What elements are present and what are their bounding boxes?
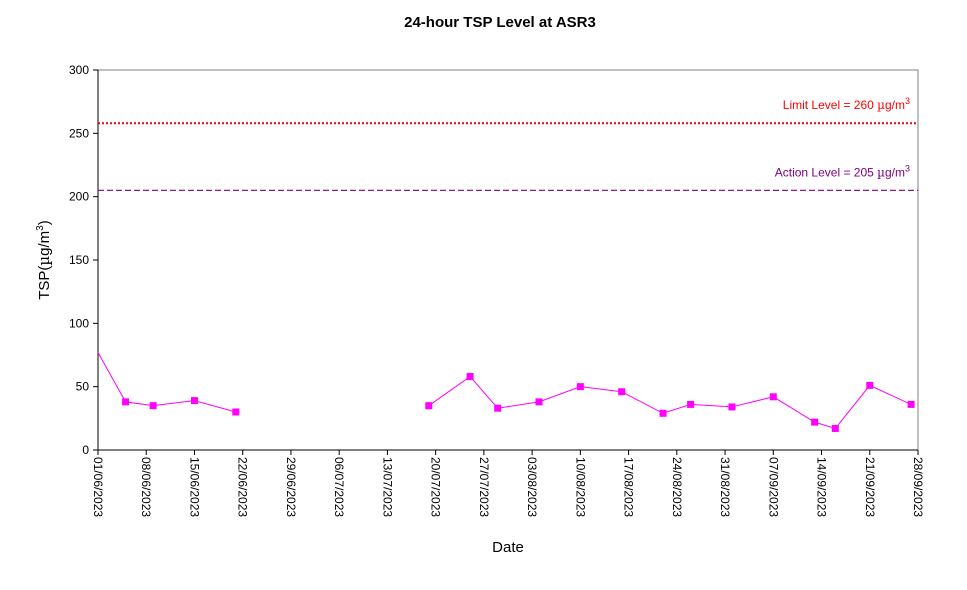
- chart-title: 24-hour TSP Level at ASR3: [404, 14, 596, 31]
- data-point: [232, 408, 240, 416]
- data-point: [866, 381, 874, 389]
- data-point: [535, 398, 543, 406]
- data-point: [907, 400, 915, 408]
- data-point: [811, 418, 819, 426]
- x-tick-label: 20/07/2023: [429, 457, 443, 517]
- x-tick-label: 31/08/2023: [718, 457, 732, 517]
- data-point: [190, 397, 198, 405]
- x-axis-ticks: 01/06/2023 08/06/2023 15/06/2023 22/06/2023…: [91, 450, 925, 517]
- data-point: [831, 424, 839, 432]
- data-point: [728, 403, 736, 411]
- series-tsp: [97, 352, 915, 432]
- data-point: [149, 402, 157, 410]
- data-point: [618, 388, 626, 396]
- series-line-segment: [428, 375, 912, 430]
- x-tick-label: 17/08/2023: [622, 457, 636, 517]
- x-tick-label: 06/07/2023: [332, 457, 346, 517]
- data-point: [425, 402, 433, 410]
- x-tick-label: 22/06/2023: [236, 457, 250, 517]
- plot-area: [97, 69, 919, 451]
- data-point: [122, 398, 130, 406]
- x-tick-label: 08/06/2023: [139, 457, 153, 517]
- y-tick-label: 250: [69, 126, 89, 140]
- data-point: [576, 383, 584, 391]
- y-tick-label: 50: [76, 380, 90, 394]
- x-tick-label: 13/07/2023: [380, 457, 394, 517]
- plot-frame: [97, 69, 919, 451]
- x-tick-label: 10/08/2023: [573, 457, 587, 517]
- x-tick-label: 14/09/2023: [815, 457, 829, 517]
- x-tick-label: 07/09/2023: [766, 457, 780, 517]
- x-tick-label: 21/09/2023: [863, 457, 877, 517]
- data-point: [659, 409, 667, 417]
- y-tick-label: 100: [69, 316, 89, 330]
- y-axis-title: TSP(µg/m3): [35, 220, 53, 300]
- action-level-label: Action Level = 205 µg/m3: [775, 163, 910, 179]
- x-tick-label: 24/08/2023: [670, 457, 684, 517]
- x-tick-label: 29/06/2023: [284, 457, 298, 517]
- x-tick-label: 03/08/2023: [525, 457, 539, 517]
- reference-lines: Limit Level = 260 µg/m3 Action Level = 20…: [98, 96, 918, 191]
- y-tick-label: 300: [69, 63, 89, 77]
- data-point: [687, 400, 695, 408]
- x-tick-label: 01/06/2023: [91, 457, 105, 517]
- limit-level-label: Limit Level = 260 µg/m3: [783, 96, 910, 112]
- y-axis-ticks: 0 50 100 150 200 250 300: [69, 63, 98, 457]
- series-line-segment: [97, 352, 236, 413]
- y-tick-label: 0: [82, 443, 89, 457]
- x-tick-label: 27/07/2023: [477, 457, 491, 517]
- x-tick-label: 28/09/2023: [911, 457, 925, 517]
- y-tick-label: 150: [69, 253, 89, 267]
- data-point: [494, 404, 502, 412]
- x-tick-label: 15/06/2023: [187, 457, 201, 517]
- data-point: [769, 393, 777, 401]
- y-tick-label: 200: [69, 190, 89, 204]
- data-point: [466, 373, 474, 381]
- x-axis-title: Date: [492, 539, 524, 556]
